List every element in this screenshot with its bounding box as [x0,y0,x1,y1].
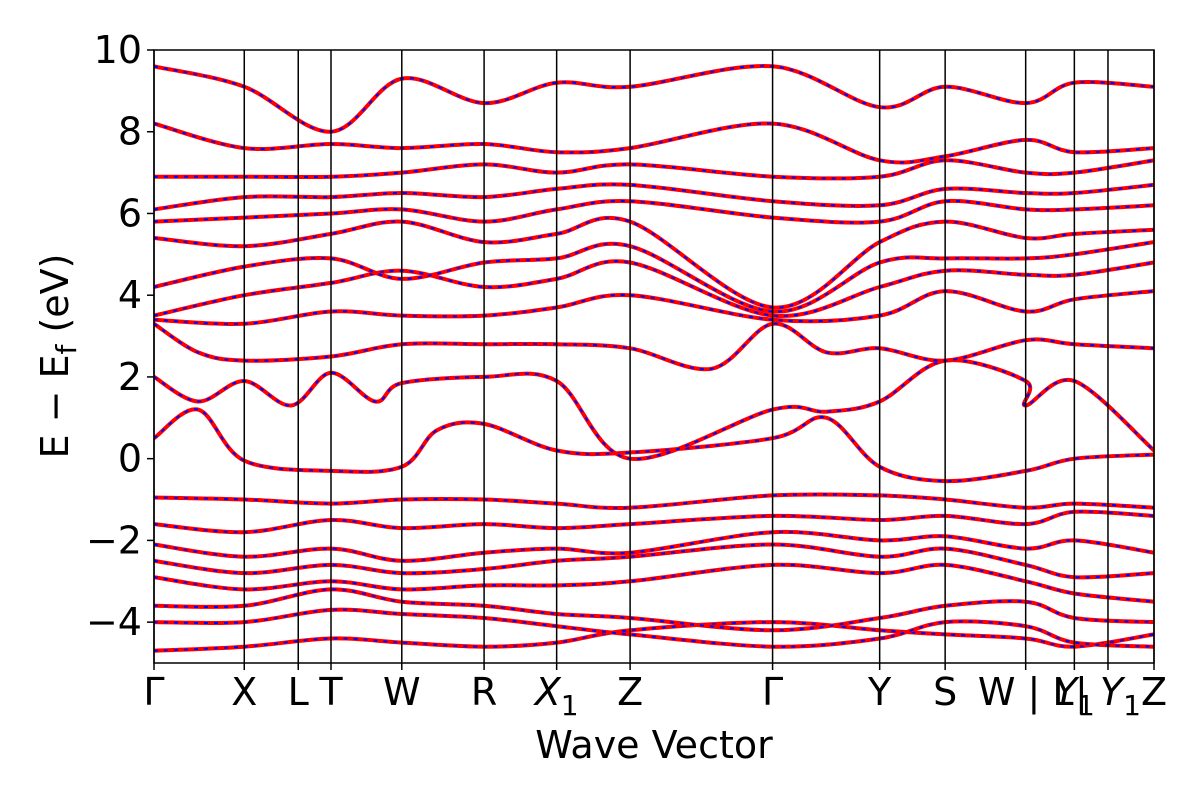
band-15-red [154,198,1154,225]
band-13-red [154,240,1154,314]
x-tick-label-13: | Y1 [1075,670,1141,722]
x-tick-label-7: Z [617,670,643,714]
x-tick-label-3: T [318,670,343,714]
band-17-red [154,158,1154,181]
band-5-red [154,529,1154,563]
x-tick-label-sub-6: 1 [561,689,579,722]
x-axis-ticks: Γ X L T W R X1 Z Γ Y S W | LY1| Y1 Z [143,663,1167,722]
band-14-blue [154,216,1154,309]
x-tick-label-main-10: S [933,670,957,714]
band-9-blue [154,359,1154,460]
y-tick-label-7: 10 [94,28,142,72]
y-tick-label-3: 2 [118,355,142,399]
y-tick-label-0: −4 [86,600,142,644]
band-18-red [154,121,1154,165]
y-axis-ticks: −4 −2 0 2 4 6 8 10 [86,28,154,644]
x-tick-label-0: Γ [143,670,164,714]
plot-frame [153,49,1155,664]
x-tick-label-main-1: X [231,670,257,714]
band-15-blue [154,199,1154,224]
x-tick-label-1: X [231,670,257,714]
x-tick-label-2: L [288,670,309,714]
x-tick-label-main-3: T [318,670,343,714]
x-tick-label-sub-13: 1 [1123,689,1141,722]
band-11-blue [154,290,1154,326]
x-tick-label-9: Y [867,670,892,714]
x-tick-label-main-2: L [288,670,309,714]
x-tick-label-sub-12: 1 [1077,689,1095,722]
y-axis-title-sub: f [50,343,83,354]
x-tick-label-11: W | L [978,670,1074,715]
x-tick-label-main-13: | Y [1075,670,1126,715]
x-tick-label-14: Z [1141,670,1167,714]
band-14-red [154,215,1154,310]
x-tick-label-6: X1 [533,670,579,722]
y-tick-label-2: 0 [118,437,142,481]
y-tick-label-1: −2 [86,518,142,562]
x-tick-label-main-14: Z [1141,670,1167,714]
band-9-red [154,358,1154,461]
band-8-blue [154,408,1154,483]
x-tick-label-5: R [471,670,497,714]
band-3-blue [154,563,1154,603]
x-tick-label-4: W [383,670,421,714]
band-10-red [154,321,1154,372]
bands-layer [154,63,1154,653]
y-tick-label-6: 8 [118,110,142,154]
y-axis-title-main: E − E [33,354,77,458]
x-axis-title: Wave Vector [535,723,773,767]
x-tick-label-main-11: W | L [978,670,1074,715]
x-tick-label-10: S [933,670,957,714]
x-tick-label-8: Γ [762,670,783,714]
band-8-red [154,407,1154,484]
x-tick-label-main-9: Y [867,670,892,714]
x-tick-label-main-4: W [383,670,421,714]
band-13-blue [154,241,1154,313]
x-tick-label-main-8: Γ [762,670,783,714]
band-19-red [154,63,1154,134]
x-tick-label-main-5: R [471,670,497,714]
x-tick-label-main-7: Z [617,670,643,714]
y-tick-label-4: 4 [118,273,142,317]
y-axis-title: E − Ef (eV) [33,254,83,459]
x-tick-label-main-12: Y [1054,670,1080,714]
x-tick-label-12: Y1 [1054,670,1095,722]
y-tick-label-5: 6 [118,191,142,235]
band-10-blue [154,322,1154,371]
x-tick-label-main-0: Γ [143,670,164,714]
x-tick-label-main-6: X [533,670,562,714]
y-axis-title-unit: (eV) [33,254,77,345]
